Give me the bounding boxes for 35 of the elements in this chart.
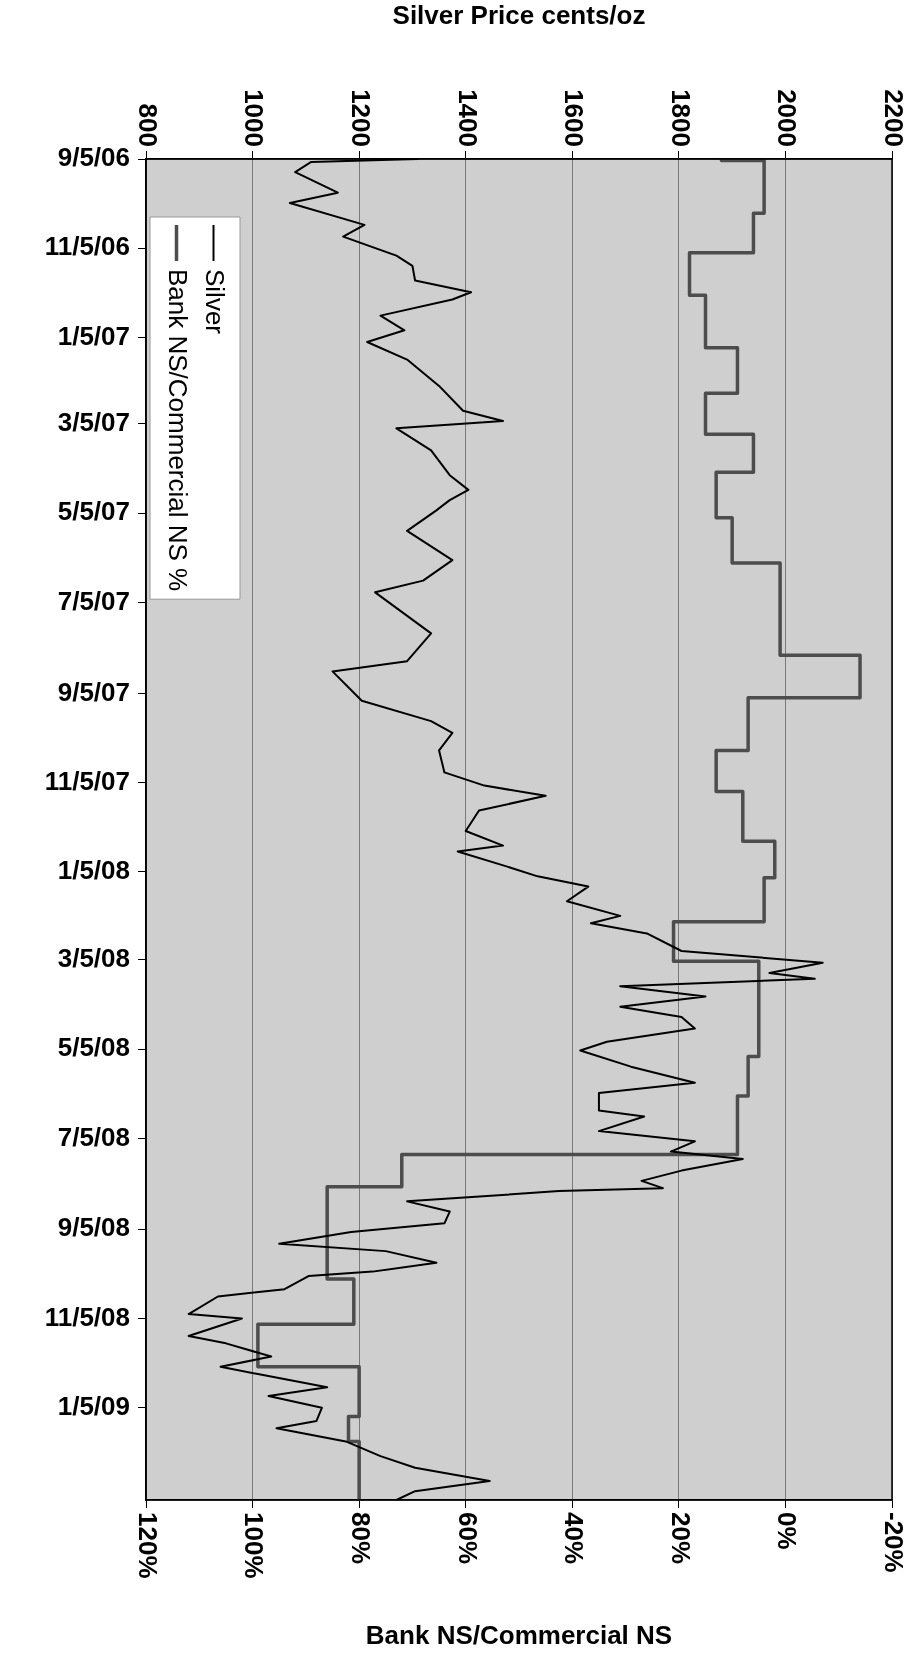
x2-tick-label: 1400 <box>452 89 483 147</box>
y-tick-label: 3/5/07 <box>57 407 130 438</box>
x2-tick-label: 1000 <box>239 89 270 147</box>
y-tick-label: 11/5/06 <box>44 231 130 262</box>
x2-axis-title: Silver Price cents/oz <box>392 0 646 31</box>
x-tick-label: 80% <box>345 1512 376 1565</box>
y-tick-label: 9/5/07 <box>57 676 130 707</box>
y-tick-label: 1/5/07 <box>57 320 130 351</box>
x2-tick-label: 800 <box>132 103 163 147</box>
x2-tick-label: 1200 <box>345 89 376 147</box>
y-tick-label: 1/5/09 <box>57 1390 130 1421</box>
x2-tick-label: 2000 <box>772 89 803 147</box>
y-tick-label: 7/5/08 <box>57 1121 130 1152</box>
y-tick-label: 11/5/08 <box>44 1301 130 1332</box>
x-tick-label: 0% <box>772 1512 803 1550</box>
legend-label: Bank NS/Commercial NS % <box>163 269 194 592</box>
y-tick-label: 9/5/06 <box>57 142 130 173</box>
y-tick-label: 9/5/08 <box>57 1212 130 1243</box>
y-tick-label: 5/5/08 <box>57 1032 130 1063</box>
y-tick-label: 5/5/07 <box>57 496 130 527</box>
x-tick-label: -20% <box>878 1512 909 1573</box>
x2-tick-label: 1600 <box>559 89 590 147</box>
x2-tick-label: 1800 <box>665 89 696 147</box>
x-tick-label: 120% <box>132 1512 163 1579</box>
x-tick-label: 40% <box>559 1512 590 1565</box>
x-axis-title: Bank NS/Commercial NS <box>365 1620 673 1651</box>
y-tick-label: 11/5/07 <box>44 765 130 796</box>
y-tick-label: 7/5/07 <box>57 585 130 616</box>
x2-tick-label: 2200 <box>878 89 909 147</box>
legend-label: Silver <box>200 269 231 335</box>
x-tick-label: 60% <box>452 1512 483 1565</box>
y-tick-label: 1/5/08 <box>57 855 130 886</box>
x-tick-label: 20% <box>665 1512 696 1565</box>
x-tick-label: 100% <box>239 1512 270 1579</box>
y-tick-label: 3/5/08 <box>57 942 130 973</box>
